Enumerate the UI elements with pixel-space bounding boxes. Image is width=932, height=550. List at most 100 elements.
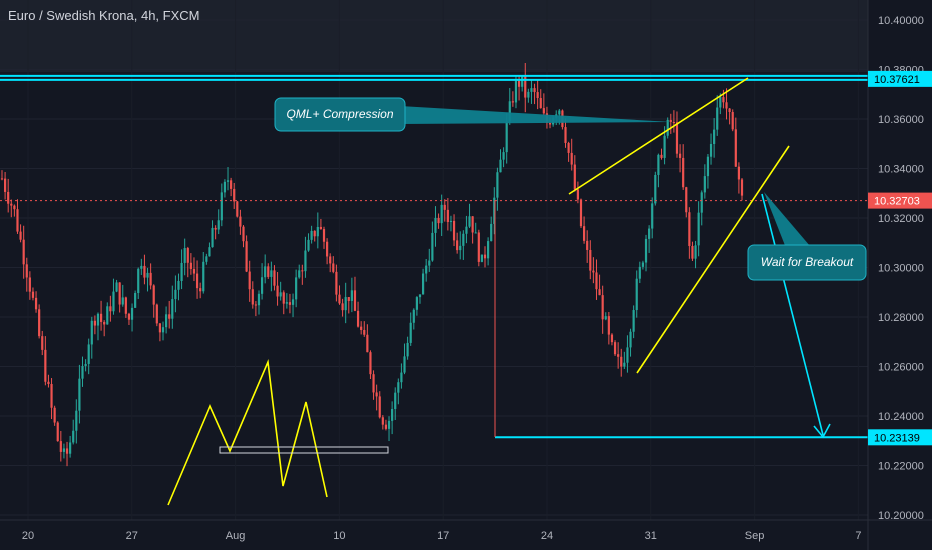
target-price-tag-bg bbox=[868, 429, 932, 446]
candle-body bbox=[186, 248, 189, 263]
grid bbox=[0, 19, 868, 516]
candle-body bbox=[366, 334, 369, 353]
candle-body bbox=[214, 227, 217, 230]
candle-body bbox=[341, 303, 344, 311]
candle-body bbox=[610, 334, 614, 343]
candle-body bbox=[211, 227, 214, 248]
candle-body bbox=[496, 172, 499, 198]
candle-body bbox=[326, 241, 329, 257]
candle-body bbox=[112, 291, 115, 312]
candle-body bbox=[257, 293, 261, 306]
candle-body bbox=[177, 280, 180, 290]
candle-body bbox=[189, 262, 192, 269]
y-tick-label: 10.32000 bbox=[878, 213, 924, 225]
candle-body bbox=[140, 265, 143, 269]
candle-body bbox=[322, 229, 326, 242]
candle-body bbox=[635, 278, 638, 311]
candle-body bbox=[291, 299, 295, 305]
candle-body bbox=[713, 129, 716, 144]
candle-body bbox=[558, 110, 561, 115]
candle-body bbox=[740, 179, 744, 196]
candle-body bbox=[446, 209, 449, 222]
horizontal-levels bbox=[0, 74, 868, 439]
candle-body bbox=[127, 313, 131, 320]
candle-body bbox=[332, 263, 335, 272]
candle-body bbox=[660, 154, 663, 158]
candle-body bbox=[161, 327, 165, 333]
target-price-tag: 10.23139 bbox=[874, 432, 920, 444]
candle-body bbox=[425, 265, 428, 274]
candle-body bbox=[347, 297, 350, 301]
candle-body bbox=[335, 271, 338, 295]
candle-body bbox=[282, 292, 285, 304]
candle-body bbox=[288, 302, 292, 305]
candle-body bbox=[601, 295, 604, 320]
candle-body bbox=[548, 122, 552, 125]
y-tick-label: 10.34000 bbox=[878, 164, 924, 176]
candle-body bbox=[644, 238, 648, 263]
candle-body bbox=[456, 240, 459, 251]
candle-body bbox=[443, 204, 446, 210]
candle-body bbox=[260, 277, 264, 294]
candle-body bbox=[199, 288, 202, 292]
candle-body bbox=[22, 239, 25, 265]
y-tick-label: 10.30000 bbox=[878, 263, 924, 275]
candle-body bbox=[400, 372, 403, 383]
candle-body bbox=[586, 240, 589, 250]
candle-body bbox=[0, 178, 4, 180]
top-shaded-zone bbox=[0, 0, 868, 72]
candle-body bbox=[452, 220, 456, 241]
candle-body bbox=[502, 152, 505, 160]
candle-body bbox=[378, 396, 381, 418]
candle-body bbox=[542, 108, 545, 114]
x-tick-label: 24 bbox=[541, 530, 553, 542]
x-tick-label: 7 bbox=[855, 530, 861, 542]
current-price-tag-bg bbox=[868, 192, 932, 209]
x-axis[interactable]: 2027Aug10172431Sep714 bbox=[22, 530, 932, 542]
candle-body bbox=[267, 266, 270, 277]
candle-body bbox=[363, 329, 366, 335]
candle-body bbox=[409, 322, 412, 343]
candle-body bbox=[10, 203, 13, 206]
x-tick-label: 27 bbox=[126, 530, 138, 542]
candle-body bbox=[360, 326, 363, 330]
candle-body bbox=[465, 226, 468, 234]
x-tick-label: Aug bbox=[226, 530, 246, 542]
candle-body bbox=[31, 291, 35, 298]
candle-body bbox=[96, 313, 100, 326]
candle-body bbox=[25, 264, 28, 278]
candle-body bbox=[168, 314, 171, 319]
candle-body bbox=[103, 321, 106, 325]
candle-body bbox=[431, 232, 434, 261]
y-tick-label: 10.24000 bbox=[878, 411, 924, 423]
candle-body bbox=[137, 268, 140, 294]
candle-body bbox=[384, 424, 388, 429]
candle-body bbox=[69, 442, 72, 454]
callout-breakout: Wait for Breakout bbox=[747, 192, 867, 281]
candle-body bbox=[617, 354, 620, 357]
candle-body bbox=[387, 420, 391, 429]
resistance-price-tag-bg bbox=[868, 70, 932, 87]
candle-body bbox=[276, 285, 279, 297]
candle-body bbox=[44, 349, 47, 382]
callout-breakout-text: Wait for Breakout bbox=[761, 255, 854, 269]
candle-body bbox=[316, 226, 319, 237]
candle-body bbox=[477, 232, 480, 262]
candle-body bbox=[41, 336, 44, 350]
candle-body bbox=[16, 209, 19, 232]
x-tick-label: 31 bbox=[645, 530, 657, 542]
candle-body bbox=[734, 129, 737, 167]
candle-body bbox=[418, 294, 422, 298]
candle-body bbox=[657, 154, 660, 175]
candle-body bbox=[205, 256, 208, 262]
candle-body bbox=[226, 180, 230, 182]
candle-body bbox=[620, 356, 623, 367]
candle-body bbox=[654, 174, 657, 204]
candle-body bbox=[375, 392, 378, 397]
candle-body bbox=[505, 121, 508, 153]
candle-body bbox=[604, 316, 607, 320]
candle-body bbox=[146, 272, 149, 278]
candle-body bbox=[579, 199, 583, 227]
y-axis[interactable]: 10.4000010.3800010.3600010.3400010.32000… bbox=[878, 15, 924, 522]
